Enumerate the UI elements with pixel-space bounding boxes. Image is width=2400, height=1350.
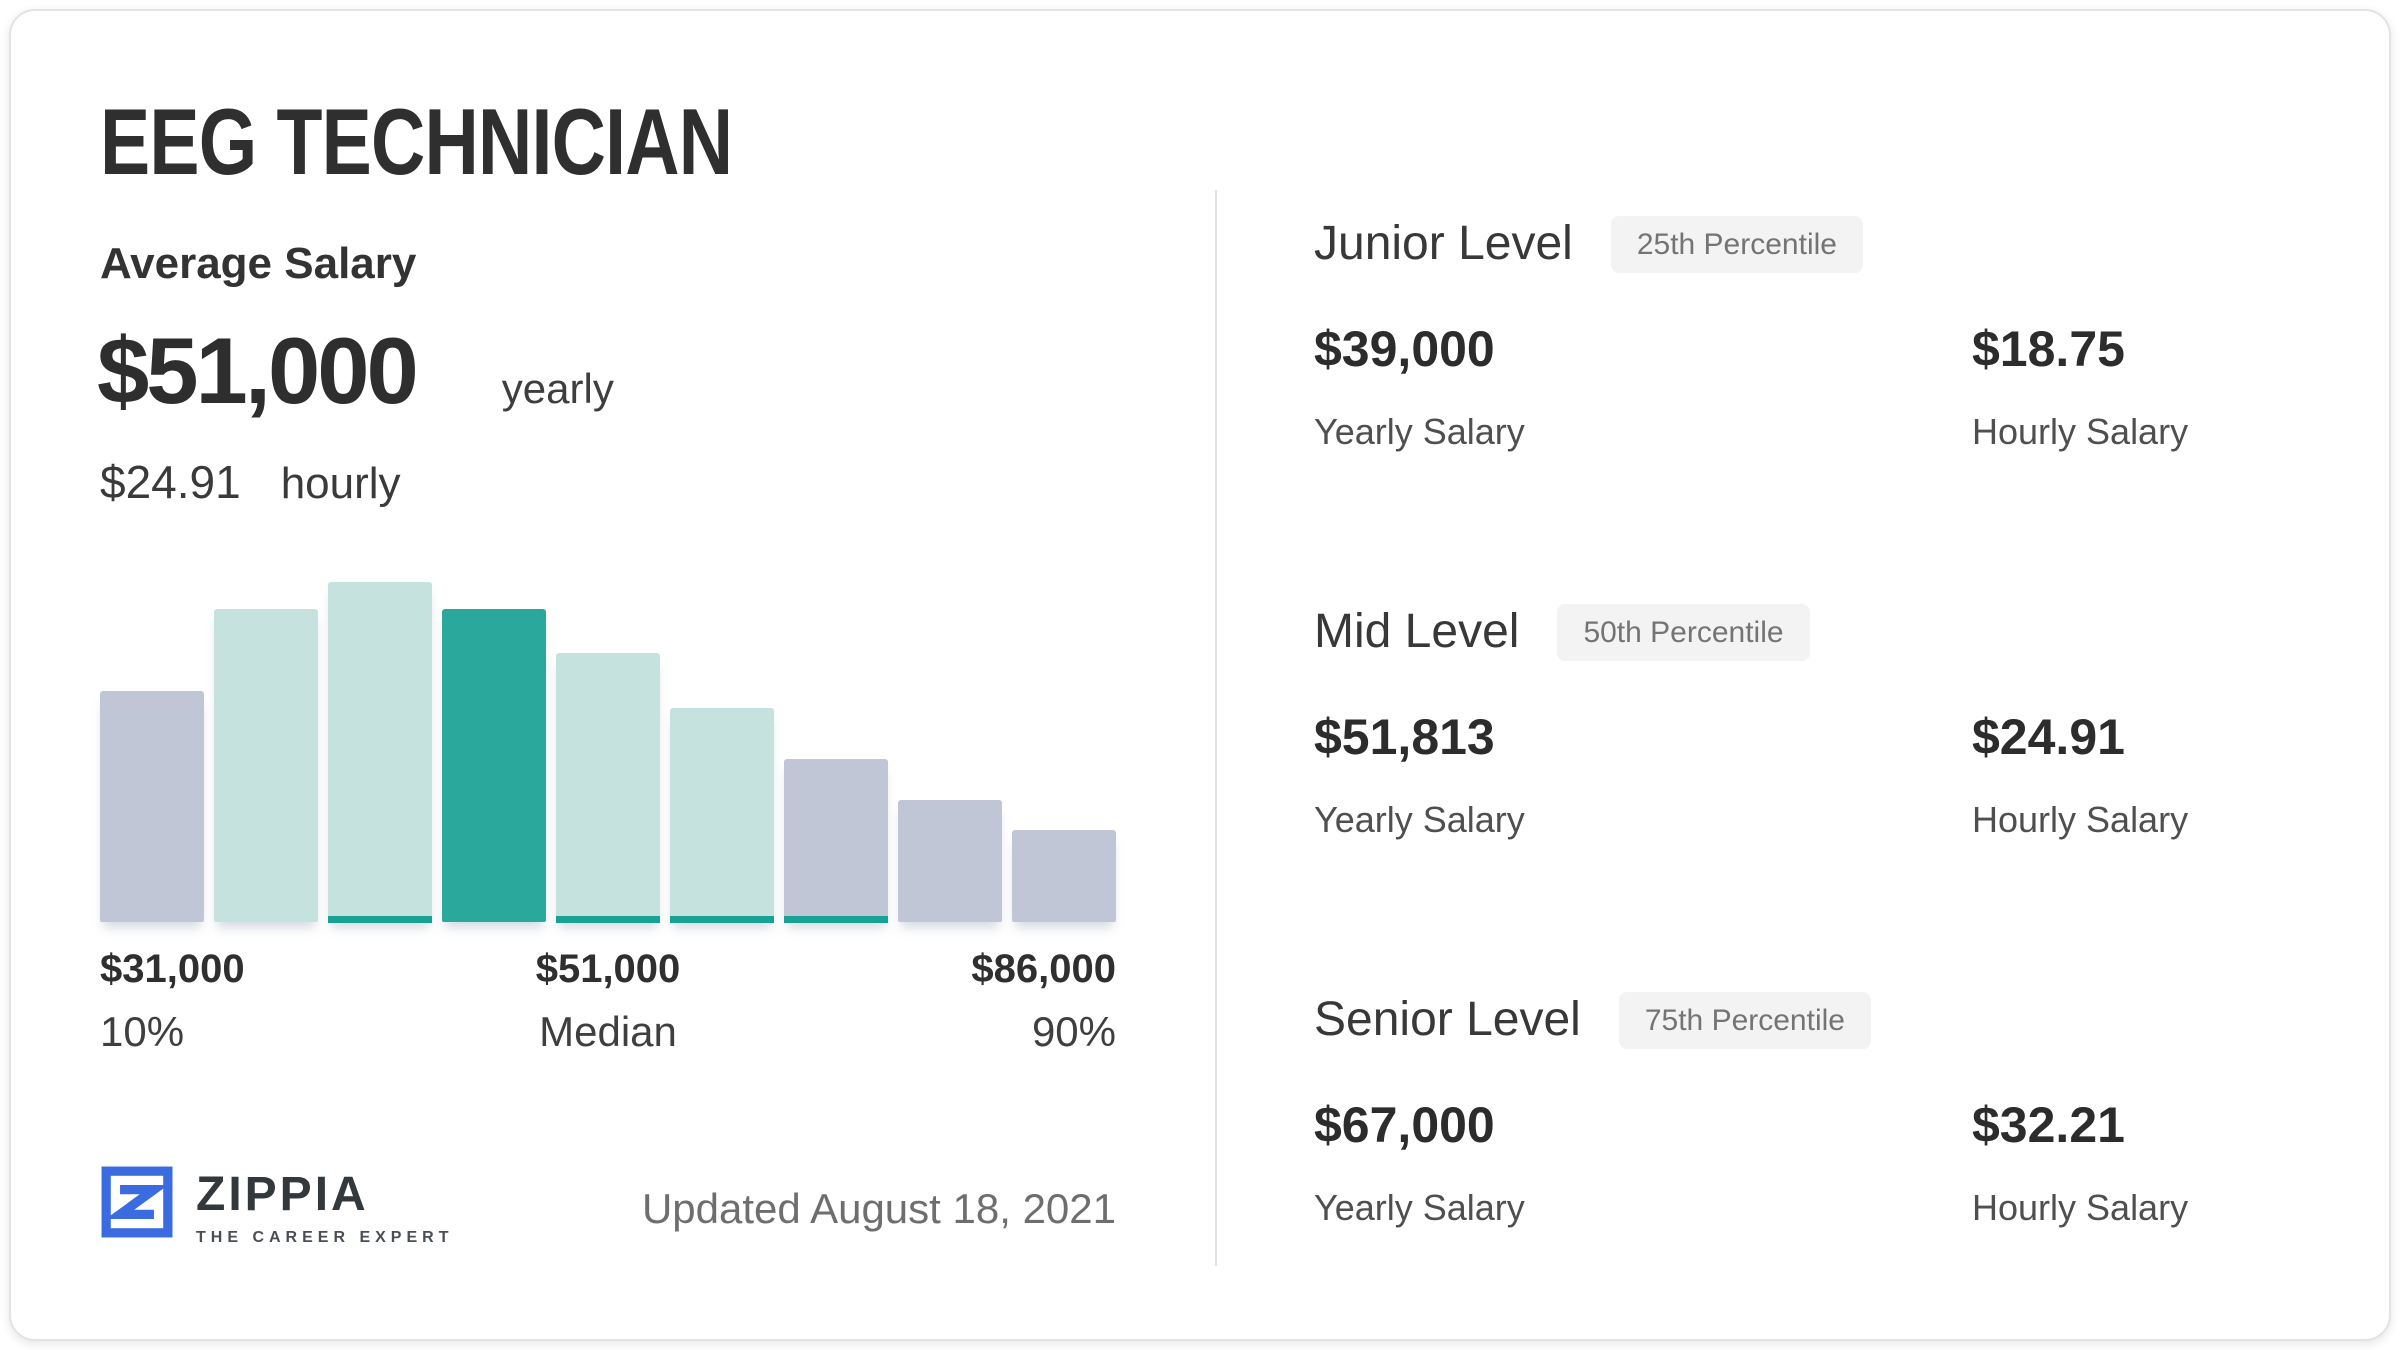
yearly-column: $67,000 Yearly Salary bbox=[1314, 1097, 1972, 1229]
level-block-mid: Mid Level 50th Percentile $51,813 Yearly… bbox=[1314, 603, 2354, 841]
average-yearly-value: $51,000 bbox=[97, 318, 419, 423]
zippia-tagline: THE CAREER EXPERT bbox=[196, 1229, 454, 1246]
level-name: Junior Level bbox=[1314, 217, 1573, 270]
yearly-column: $51,813 Yearly Salary bbox=[1314, 709, 1972, 841]
yearly-label: Yearly Salary bbox=[1314, 411, 1525, 452]
hourly-label: Hourly Salary bbox=[1972, 799, 2189, 840]
tick-value: $51,000 bbox=[535, 947, 681, 991]
bar bbox=[442, 609, 546, 922]
percentile-badge: 50th Percentile bbox=[1557, 603, 1810, 661]
level-values: $51,813 Yearly Salary $24.91 Hourly Sala… bbox=[1314, 709, 2354, 841]
level-heading: Junior Level 25th Percentile bbox=[1314, 215, 2354, 273]
zippia-brand-name: ZIPPIA bbox=[196, 1168, 369, 1221]
average-yearly-unit: yearly bbox=[501, 365, 614, 412]
zippia-logo-text: ZIPPIA THE CAREER EXPERT bbox=[196, 1165, 453, 1247]
level-values: $39,000 Yearly Salary $18.75 Hourly Sala… bbox=[1314, 321, 2354, 453]
bar bbox=[100, 691, 204, 922]
hourly-label: Hourly Salary bbox=[1972, 411, 2189, 452]
hourly-column: $32.21 Hourly Salary bbox=[1972, 1097, 2354, 1229]
zippia-logo: ZIPPIA THE CAREER EXPERT bbox=[100, 1165, 453, 1247]
level-block-senior: Senior Level 75th Percentile $67,000 Yea… bbox=[1314, 991, 2354, 1229]
tick-sub: 90% bbox=[1031, 1008, 1116, 1055]
page-title: EEG TECHNICIAN bbox=[100, 89, 733, 194]
zippia-logo-icon bbox=[101, 1166, 173, 1238]
bar bbox=[214, 609, 318, 922]
hourly-label: Hourly Salary bbox=[1972, 1187, 2189, 1228]
bar bbox=[784, 759, 888, 923]
level-heading: Mid Level 50th Percentile bbox=[1314, 603, 2354, 661]
average-yearly-row: $51,000 yearly bbox=[97, 317, 614, 425]
hourly-value: $18.75 bbox=[1972, 321, 2125, 377]
bar bbox=[556, 653, 660, 923]
bar bbox=[670, 708, 774, 923]
hourly-value: $24.91 bbox=[1972, 709, 2125, 765]
yearly-label: Yearly Salary bbox=[1314, 1187, 1525, 1228]
average-hourly-value: $24.91 bbox=[100, 456, 241, 508]
yearly-value: $51,813 bbox=[1314, 709, 1495, 765]
percentile-badge: 75th Percentile bbox=[1618, 991, 1871, 1049]
level-name: Senior Level bbox=[1314, 993, 1581, 1046]
level-block-junior: Junior Level 25th Percentile $39,000 Yea… bbox=[1314, 215, 2354, 453]
vertical-divider bbox=[1215, 190, 1217, 1266]
tick-sub: 10% bbox=[100, 1008, 185, 1055]
average-hourly-row: $24.91 hourly bbox=[100, 455, 401, 509]
level-name: Mid Level bbox=[1314, 605, 1520, 658]
chart-axis-labels: $31,000 10% $51,000 Median $86,000 90% bbox=[100, 947, 1116, 1056]
hourly-column: $18.75 Hourly Salary bbox=[1972, 321, 2354, 453]
yearly-column: $39,000 Yearly Salary bbox=[1314, 321, 1972, 453]
updated-date: Updated August 18, 2021 bbox=[641, 1185, 1116, 1232]
axis-tick-median: $51,000 Median bbox=[536, 947, 681, 1056]
axis-tick-90th: $86,000 90% bbox=[680, 947, 1116, 1056]
percentile-badge: 25th Percentile bbox=[1610, 215, 1863, 273]
yearly-value: $67,000 bbox=[1314, 1097, 1495, 1153]
tick-value: $86,000 bbox=[971, 947, 1116, 991]
average-hourly-unit: hourly bbox=[280, 459, 401, 508]
tick-value: $31,000 bbox=[100, 947, 245, 991]
bar bbox=[328, 582, 432, 923]
level-heading: Senior Level 75th Percentile bbox=[1314, 991, 2354, 1049]
salary-distribution-chart bbox=[100, 582, 1116, 923]
tick-sub: Median bbox=[539, 1008, 677, 1055]
axis-tick-10th: $31,000 10% bbox=[100, 947, 536, 1056]
hourly-column: $24.91 Hourly Salary bbox=[1972, 709, 2354, 841]
salary-card: EEG TECHNICIAN Average Salary $51,000 ye… bbox=[9, 9, 2391, 1341]
yearly-label: Yearly Salary bbox=[1314, 799, 1525, 840]
level-values: $67,000 Yearly Salary $32.21 Hourly Sala… bbox=[1314, 1097, 2354, 1229]
yearly-value: $39,000 bbox=[1314, 321, 1495, 377]
hourly-value: $32.21 bbox=[1972, 1097, 2125, 1153]
bar bbox=[898, 800, 1002, 922]
bar bbox=[1012, 830, 1116, 922]
average-salary-heading: Average Salary bbox=[100, 239, 417, 288]
